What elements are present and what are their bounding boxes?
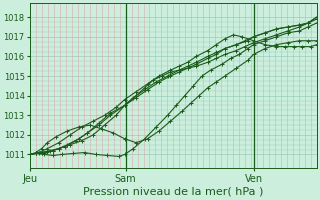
- X-axis label: Pression niveau de la mer( hPa ): Pression niveau de la mer( hPa ): [83, 187, 264, 197]
